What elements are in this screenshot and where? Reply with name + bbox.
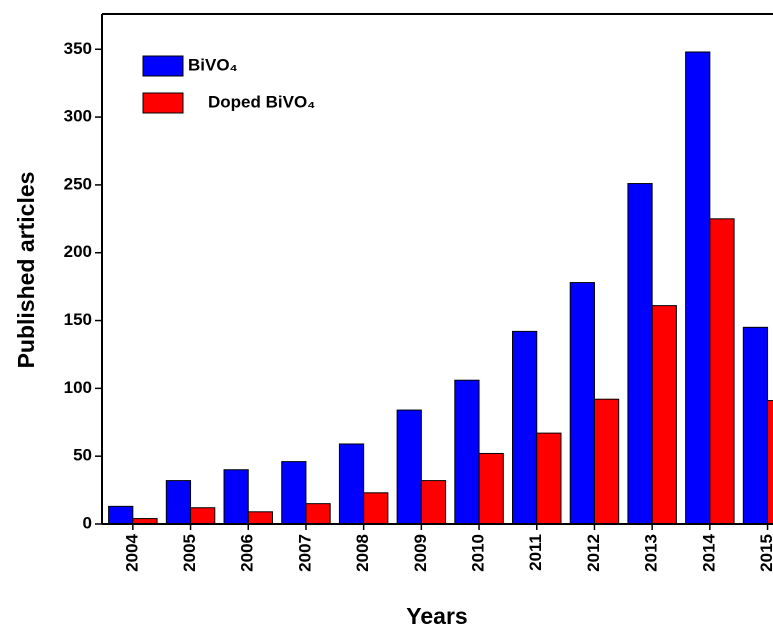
y-tick-label: 250	[64, 174, 92, 193]
x-tick-label: 2014	[699, 533, 718, 571]
bar	[709, 218, 735, 525]
x-tick-label: 2008	[353, 534, 372, 572]
bar	[247, 511, 273, 525]
bar	[190, 507, 216, 525]
x-tick-label: 2005	[180, 534, 199, 572]
x-tick-label: 2015	[757, 534, 773, 572]
bar	[305, 503, 331, 525]
y-tick-label: 200	[64, 242, 92, 261]
y-tick-label: 0	[83, 513, 92, 532]
x-tick-label: 2012	[584, 534, 603, 572]
y-tick-label: 300	[64, 107, 92, 126]
bar	[108, 505, 134, 525]
legend-swatch	[142, 55, 184, 77]
bar	[627, 183, 653, 525]
bar	[742, 326, 769, 525]
bar	[396, 409, 422, 525]
bar	[593, 398, 620, 525]
bar	[651, 305, 677, 525]
bar	[536, 432, 562, 525]
bar	[281, 461, 307, 525]
bar	[685, 51, 711, 525]
bar	[363, 492, 389, 525]
y-tick-label: 100	[64, 378, 92, 397]
y-tick-label: 350	[64, 39, 92, 58]
x-tick-label: 2011	[526, 534, 545, 571]
x-tick-label: 2007	[295, 534, 314, 572]
bar	[478, 452, 504, 525]
x-tick-label: 2004	[122, 533, 141, 571]
y-tick-label: 150	[64, 310, 92, 329]
bar	[512, 330, 538, 525]
y-tick-label: 50	[73, 446, 92, 465]
legend-label: BiVO₄	[188, 55, 238, 74]
x-tick-label: 2013	[642, 534, 661, 572]
bar	[420, 480, 447, 525]
x-axis-label: Years	[406, 603, 467, 629]
bar	[569, 282, 595, 525]
x-tick-label: 2009	[411, 534, 430, 572]
x-tick-label: 2010	[469, 534, 488, 572]
bar	[338, 443, 365, 525]
bar	[454, 379, 480, 525]
legend-swatch	[142, 92, 184, 114]
bar	[223, 469, 249, 525]
bar	[165, 480, 192, 525]
x-tick-label: 2006	[238, 534, 257, 572]
bar	[767, 400, 773, 525]
y-axis-label: Published articles	[13, 172, 39, 369]
legend-label: Doped BiVO₄	[208, 92, 315, 111]
